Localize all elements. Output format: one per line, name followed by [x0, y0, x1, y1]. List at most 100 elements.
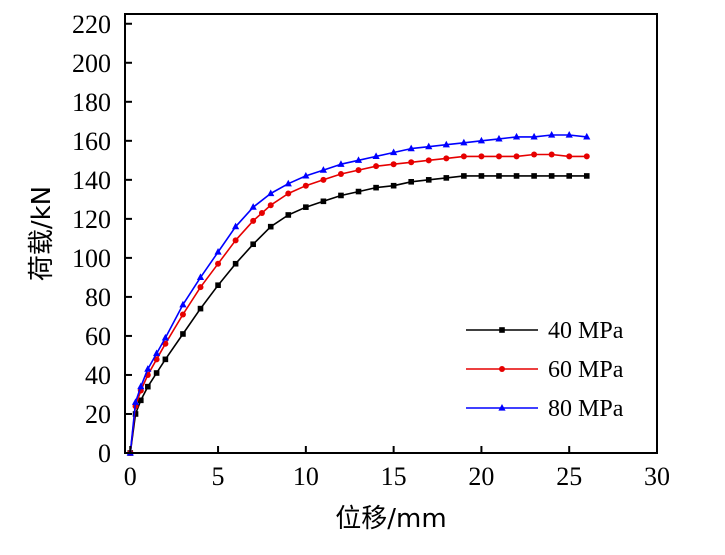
data-point [461, 173, 467, 179]
data-point [250, 217, 257, 224]
data-point [373, 184, 379, 191]
data-point [425, 157, 432, 164]
data-point [460, 153, 467, 160]
series-line [129, 134, 587, 454]
data-point [495, 134, 503, 142]
data-point [180, 331, 186, 337]
series-layer [126, 130, 591, 456]
legend-swatch-marker [498, 404, 506, 411]
data-point [320, 176, 327, 183]
data-point [258, 210, 265, 217]
y-tick-label: 200 [72, 49, 111, 78]
x-axis-title: 位移/mm [335, 504, 446, 534]
data-point [372, 152, 380, 160]
data-point [215, 260, 222, 267]
data-point [355, 167, 362, 174]
y-tick-label: 140 [72, 166, 111, 195]
data-point [478, 173, 485, 179]
data-point [302, 182, 309, 189]
x-tick-label: 30 [644, 462, 670, 491]
y-tick-label: 80 [85, 283, 111, 312]
data-point [425, 142, 433, 150]
data-point [477, 136, 486, 144]
data-point [407, 144, 415, 152]
data-point [548, 173, 555, 179]
legend-swatch-marker [499, 366, 505, 372]
x-tick-label: 5 [212, 462, 225, 491]
data-point [319, 166, 328, 173]
data-point [179, 300, 187, 308]
y-tick-label: 40 [85, 361, 111, 390]
data-point [144, 365, 152, 372]
data-point [443, 155, 450, 162]
data-point [478, 153, 485, 160]
data-point [214, 248, 222, 255]
data-point [179, 311, 186, 318]
data-point [390, 182, 397, 189]
data-point [548, 130, 556, 138]
data-point [566, 153, 573, 160]
data-point [161, 333, 169, 341]
series-line [129, 175, 587, 454]
data-point [249, 203, 257, 210]
data-point [531, 173, 537, 179]
data-point [531, 151, 538, 158]
data-point [162, 340, 169, 347]
data-point [303, 204, 309, 210]
data-point [145, 383, 151, 390]
series-group [127, 173, 590, 456]
data-point [138, 397, 144, 404]
data-point [131, 398, 140, 405]
data-point [196, 273, 205, 280]
data-point [512, 132, 521, 140]
x-tick-label: 25 [556, 462, 582, 491]
legend-swatch-marker [499, 327, 505, 333]
y-tick-label: 160 [72, 127, 111, 156]
data-point [162, 356, 169, 363]
data-point [285, 190, 292, 197]
data-point [442, 140, 450, 148]
data-point [566, 173, 573, 179]
data-point [337, 170, 344, 177]
series-group [126, 130, 591, 456]
data-point [496, 173, 502, 179]
data-point [267, 189, 275, 197]
y-tick-label: 180 [72, 88, 111, 117]
data-point [408, 178, 414, 185]
data-point [320, 198, 327, 205]
data-point [513, 153, 520, 160]
plot-area-frame [124, 13, 658, 454]
data-point [302, 171, 310, 179]
data-point [137, 382, 145, 390]
data-point [285, 212, 292, 218]
x-tick-label: 15 [381, 462, 407, 491]
data-point [197, 284, 204, 291]
data-point [354, 156, 363, 163]
data-point [495, 153, 502, 160]
y-tick-label: 20 [85, 400, 111, 429]
data-point [583, 132, 591, 140]
x-tick-label: 20 [468, 462, 494, 491]
data-point [284, 179, 292, 187]
legend-label: 80 MPa [548, 396, 624, 422]
data-point [232, 222, 240, 230]
data-point [443, 175, 450, 181]
y-tick-label: 120 [72, 205, 111, 234]
ticks-layer: 0 5 10 15 20 25 30 0 20 40 60 80 100 120 140 160 180 200 2… [72, 10, 670, 491]
data-point [460, 138, 468, 146]
y-axis-title: 荷载/kN [27, 186, 57, 281]
data-point [565, 130, 573, 138]
data-point [373, 163, 380, 170]
data-point [548, 151, 555, 158]
y-tick-label: 100 [72, 244, 111, 273]
y-tick-label: 220 [72, 10, 111, 39]
data-point [197, 305, 204, 312]
legend: 40 MPa 60 MPa 80 MPa [466, 318, 624, 422]
data-point [232, 260, 239, 267]
data-point [583, 173, 590, 179]
series-group [127, 151, 590, 456]
data-point [215, 282, 221, 289]
x-tick-label: 0 [124, 462, 137, 491]
data-point [153, 349, 161, 357]
data-point [337, 160, 345, 167]
